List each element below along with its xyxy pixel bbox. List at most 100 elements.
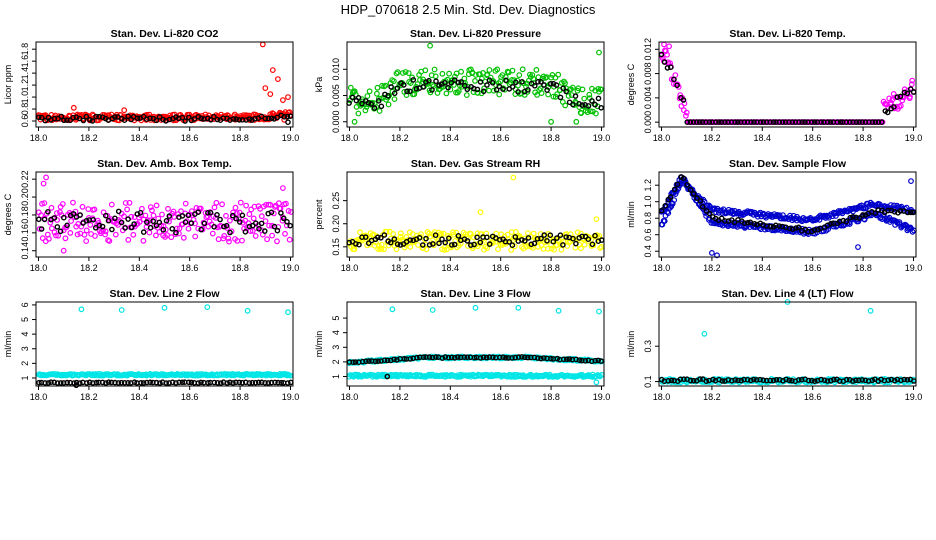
y-tick-label: 0.6	[20, 115, 30, 128]
y-tick-label: 3	[20, 346, 30, 351]
data-point	[351, 88, 358, 95]
data-point	[818, 119, 825, 125]
data-point	[77, 212, 83, 218]
data-point	[287, 222, 294, 229]
data-point	[51, 379, 58, 386]
data-point	[574, 229, 581, 236]
data-point	[115, 380, 122, 386]
data-point	[407, 243, 414, 250]
data-point	[89, 118, 96, 124]
data-point	[131, 221, 137, 227]
data-point	[243, 202, 250, 209]
data-point	[256, 225, 262, 232]
data-point	[770, 377, 777, 384]
data-point	[486, 77, 493, 83]
data-point	[579, 357, 585, 364]
outlier-point	[118, 307, 125, 313]
x-tick-label: 19.0	[593, 133, 611, 143]
outlier-point	[262, 85, 269, 91]
data-point	[233, 116, 239, 122]
data-point	[446, 70, 453, 77]
plot-frame	[346, 41, 605, 128]
data-point	[278, 210, 284, 216]
data-point	[718, 215, 725, 222]
data-point	[47, 219, 54, 226]
outlier-point	[855, 244, 861, 251]
data-point	[551, 246, 557, 253]
data-point	[671, 186, 678, 193]
data-point	[687, 119, 694, 125]
outlier-point	[573, 118, 580, 125]
data-point	[544, 237, 550, 244]
data-point	[147, 379, 153, 386]
data-point	[448, 242, 455, 248]
data-point	[683, 109, 690, 116]
outlier-point	[40, 180, 47, 187]
data-point	[837, 119, 844, 125]
outlier-point	[477, 209, 484, 216]
x-tick-label: 18.6	[492, 392, 510, 402]
data-point	[374, 234, 381, 241]
data-point	[805, 377, 812, 384]
data-point	[902, 221, 909, 228]
data-point	[165, 205, 171, 212]
chart-panel: Stan. Dev. Line 2 Flow ml/min 18.0 18.2 18.4…	[3, 288, 299, 402]
data-point	[748, 377, 754, 384]
x-tick-label: 19.0	[282, 133, 300, 143]
data-point	[598, 105, 605, 111]
data-point	[522, 354, 528, 361]
data-point	[211, 223, 217, 230]
data-point	[287, 113, 294, 119]
data-point	[525, 87, 531, 93]
y-tick-label: 0.25	[331, 192, 341, 210]
data-point	[745, 219, 751, 226]
data-point	[753, 377, 760, 383]
y-tick-label: 1.0	[643, 195, 653, 208]
data-point	[581, 241, 588, 248]
outlier-point	[161, 304, 168, 311]
data-point	[519, 66, 526, 73]
data-point	[429, 81, 436, 88]
data-point	[366, 358, 372, 364]
data-point	[54, 210, 60, 217]
y-tick-label: 1	[20, 375, 30, 380]
data-point	[824, 119, 831, 125]
data-point	[159, 211, 165, 218]
data-point	[140, 237, 147, 244]
outlier-point	[280, 185, 286, 192]
data-point	[897, 93, 904, 100]
data-point	[798, 376, 805, 383]
data-point	[471, 241, 477, 248]
data-point	[252, 379, 259, 386]
data-point	[39, 235, 46, 242]
data-point	[440, 230, 447, 237]
data-point	[284, 113, 291, 120]
outlier-point	[121, 107, 128, 114]
data-point	[124, 206, 130, 213]
data-point	[271, 223, 278, 230]
data-point	[909, 77, 916, 84]
data-point	[719, 378, 726, 384]
x-tick-label: 18.4	[754, 392, 772, 402]
data-point	[92, 233, 98, 239]
chart-title: Stan. Dev. Line 3 Flow	[420, 288, 531, 300]
data-point	[585, 238, 592, 244]
data-point	[496, 91, 503, 98]
data-point	[512, 234, 519, 240]
data-point	[252, 233, 259, 239]
outlier-point	[429, 307, 436, 313]
outlier-point	[269, 67, 276, 73]
y-tick-label: 1.6	[20, 55, 30, 68]
data-point	[118, 219, 125, 226]
data-point	[885, 377, 892, 384]
data-point	[789, 119, 796, 125]
data-point	[205, 379, 211, 386]
data-point	[219, 201, 226, 208]
figure-title: HDP_070618 2.5 Min. Std. Dev. Diagnostic…	[341, 2, 596, 17]
data-point	[538, 90, 545, 96]
outlier-point	[78, 306, 85, 313]
data-point	[786, 119, 792, 125]
data-point	[195, 209, 201, 215]
data-point	[910, 89, 917, 95]
data-point	[130, 231, 137, 238]
